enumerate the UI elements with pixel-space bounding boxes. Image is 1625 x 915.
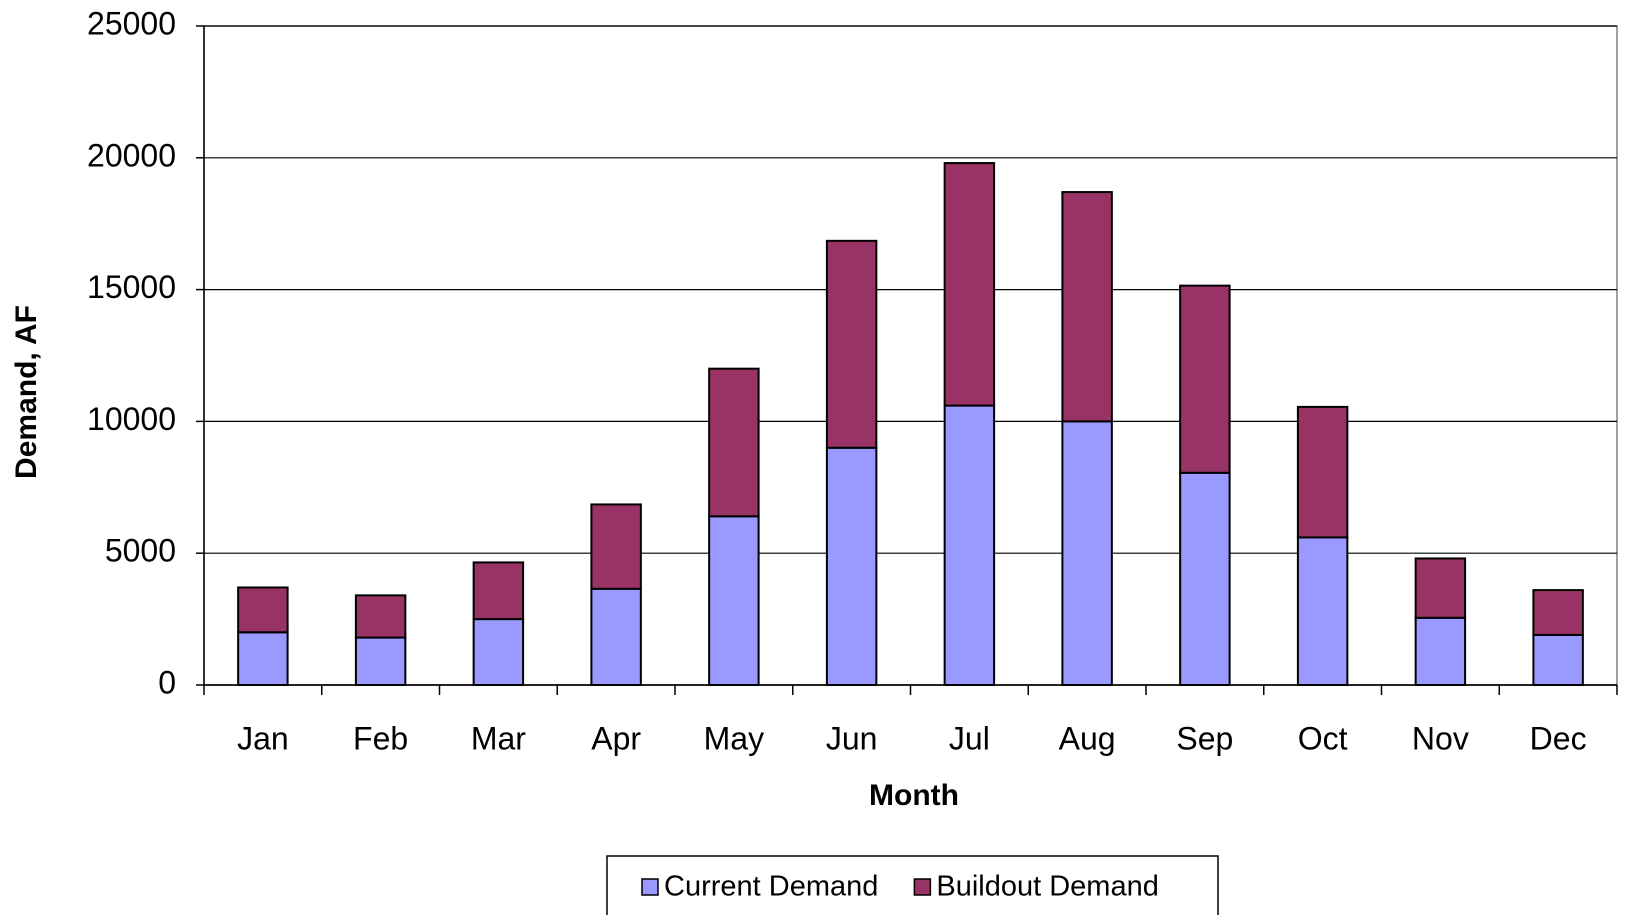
x-tick-label: Jul <box>949 720 990 756</box>
x-tick-label: Dec <box>1530 720 1587 756</box>
legend: Current Demand Buildout Demand <box>606 855 1219 915</box>
x-axis-title: Month <box>869 779 959 812</box>
x-tick-label: Feb <box>353 720 408 756</box>
legend-box <box>606 855 1219 915</box>
bar-segment <box>708 515 760 687</box>
bar-segment <box>1061 420 1113 686</box>
bar-segment <box>1061 191 1113 423</box>
x-tick-label: Aug <box>1059 720 1116 756</box>
x-tick-label: Oct <box>1298 720 1348 756</box>
bar-segment <box>590 503 642 590</box>
y-tick-label: 10000 <box>87 401 176 437</box>
x-tick-label: Sep <box>1176 720 1233 756</box>
bar-segment <box>237 586 289 634</box>
bar-segment <box>354 636 407 686</box>
legend-label: Buildout Demand <box>936 871 1158 903</box>
bar-segment <box>1179 471 1231 686</box>
bar-segment <box>825 446 878 687</box>
y-tick-label: 25000 <box>87 5 176 41</box>
x-tick-label: Mar <box>471 720 526 756</box>
x-tick-label: Apr <box>591 720 641 756</box>
bar-segment <box>237 631 289 687</box>
bar-segment <box>1532 589 1584 636</box>
y-tick-label: 15000 <box>87 269 176 305</box>
x-tick-label: Nov <box>1412 720 1469 756</box>
x-tick-label: Jun <box>826 720 878 756</box>
bar-segment <box>354 594 407 639</box>
bar-segment <box>472 561 525 621</box>
bar-segment <box>1296 405 1349 539</box>
bar-segment <box>1532 633 1584 687</box>
legend-label: Current Demand <box>664 871 878 903</box>
x-tick-label: May <box>704 720 764 756</box>
bar-segment <box>472 618 525 686</box>
plot-area <box>203 25 1618 686</box>
bar-segment <box>1179 284 1231 474</box>
bar-segment <box>943 404 996 686</box>
y-tick-label: 0 <box>158 664 176 700</box>
bar-segment <box>825 239 878 449</box>
bar-segment <box>1296 536 1349 686</box>
y-tick-label: 20000 <box>87 137 176 173</box>
legend-swatch <box>641 878 659 896</box>
legend-swatch <box>913 878 932 896</box>
x-tick-label: Jan <box>237 720 289 756</box>
bar-segment <box>708 367 760 518</box>
bar-segment <box>1414 616 1467 686</box>
y-axis-title: Demand, AF <box>10 305 43 479</box>
y-tick-label: 5000 <box>105 533 176 569</box>
bar-segment <box>590 587 642 687</box>
bar-segment <box>943 162 996 407</box>
bar-segment <box>1414 557 1467 619</box>
